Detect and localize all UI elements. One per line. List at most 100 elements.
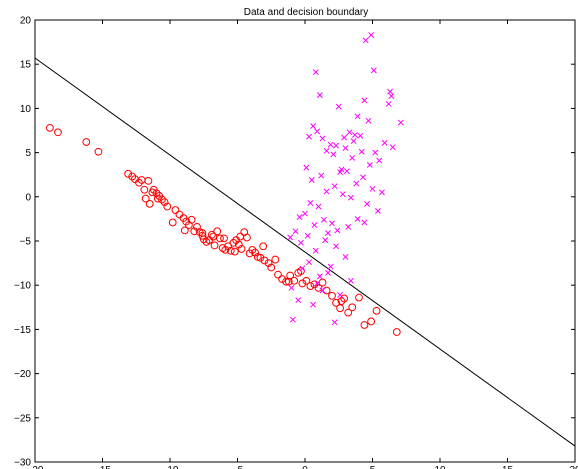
data-point-cross: [365, 117, 372, 124]
y-tick-label: −30: [14, 458, 31, 469]
data-point-circle: [367, 317, 376, 326]
data-point-circle: [45, 123, 54, 132]
data-point-circle: [158, 195, 166, 204]
data-point-circle: [256, 253, 265, 262]
data-point-cross: [302, 210, 308, 217]
data-point-circle: [302, 276, 311, 285]
data-point-cross: [335, 103, 342, 110]
data-point-circle: [264, 259, 273, 268]
data-point-circle: [267, 263, 276, 272]
data-point-circle: [213, 227, 222, 236]
data-point-circle: [82, 138, 91, 146]
data-point-circle: [175, 210, 184, 219]
data-point-circle: [210, 241, 219, 250]
data-point-cross: [397, 119, 404, 126]
data-point-cross: [330, 151, 337, 158]
data-point-circle: [278, 275, 286, 283]
data-point-cross: [308, 177, 315, 183]
data-point-circle: [220, 234, 228, 243]
y-tick-label: −15: [14, 325, 31, 336]
data-point-circle: [344, 308, 353, 317]
data-point-cross: [316, 92, 323, 99]
data-point-cross: [295, 297, 302, 304]
data-point-cross: [370, 67, 377, 74]
data-point-circle: [163, 202, 172, 211]
data-point-circle: [94, 147, 103, 156]
data-point-cross: [319, 135, 326, 142]
data-point-cross: [388, 93, 395, 99]
x-tick-label: −20: [27, 465, 44, 469]
data-point-circle: [236, 232, 245, 241]
data-point-cross: [312, 69, 319, 76]
axis-ticks: −20 −15 −10 −5 0 5 10 15 20 −30 −25 −20 −15 −10 −5 0 5 10…: [14, 16, 578, 469]
data-point-cross: [299, 265, 306, 272]
data-point-circle: [153, 194, 162, 203]
x-tick-label: −15: [94, 465, 111, 469]
data-point-cross: [331, 319, 338, 326]
data-point-circle: [248, 245, 257, 254]
plot-area: [34, 32, 576, 447]
data-point-circle: [160, 198, 169, 207]
y-tick-label: −20: [14, 369, 31, 380]
data-point-cross: [350, 138, 357, 145]
data-point-circle: [198, 229, 207, 237]
data-point-cross: [307, 200, 314, 206]
data-point-cross: [381, 139, 388, 146]
data-point-cross: [320, 216, 327, 223]
data-point-cross: [342, 145, 349, 152]
data-point-circle: [234, 240, 243, 249]
data-point-circle: [348, 303, 357, 312]
data-point-cross: [303, 164, 310, 171]
data-point-cross: [337, 291, 344, 298]
data-point-circle: [306, 282, 315, 290]
data-point-cross: [306, 133, 313, 140]
x-tick-label: 0: [302, 465, 308, 469]
chart-title: Data and decision boundary: [244, 7, 369, 18]
data-point-cross: [304, 232, 311, 239]
data-point-circle: [318, 278, 327, 287]
data-point-cross: [369, 185, 376, 192]
data-point-circle: [207, 230, 216, 239]
data-point-cross: [347, 194, 354, 201]
data-point-cross: [341, 134, 348, 141]
data-point-cross: [337, 169, 344, 176]
data-point-circle: [145, 199, 154, 208]
x-tick-label: 20: [569, 465, 578, 469]
data-point-circle: [229, 238, 238, 247]
data-point-circle: [224, 242, 232, 251]
data-point-circle: [340, 294, 349, 303]
data-point-cross: [333, 243, 340, 250]
y-tick-label: −10: [14, 281, 31, 292]
data-point-circle: [141, 194, 150, 203]
data-point-circle: [260, 256, 269, 265]
data-point-circle: [282, 277, 291, 286]
y-tick-label: −25: [14, 413, 31, 424]
data-point-cross: [334, 227, 341, 234]
y-tick-label: 15: [20, 60, 32, 71]
data-point-cross: [376, 157, 383, 164]
data-point-cross: [319, 287, 326, 294]
data-point-cross: [364, 200, 371, 207]
data-point-cross: [389, 144, 396, 151]
x-tick-label: −5: [232, 465, 244, 469]
data-point-cross: [353, 180, 360, 187]
data-point-cross: [324, 230, 331, 236]
data-point-circle: [187, 215, 196, 224]
data-point-cross: [310, 123, 317, 130]
data-point-circle: [152, 189, 161, 198]
data-point-cross: [347, 277, 354, 284]
data-point-cross: [316, 273, 323, 280]
data-point-circle: [198, 231, 207, 240]
data-point-circle: [274, 270, 282, 279]
y-tick-label: 0: [25, 192, 31, 203]
data-point-cross: [385, 101, 392, 107]
data-point-circle: [124, 169, 133, 178]
y-tick-label: −5: [20, 237, 32, 248]
data-point-cross: [361, 219, 368, 226]
data-point-circle: [298, 279, 307, 288]
data-point-circle: [243, 233, 251, 242]
data-point-circle: [328, 291, 336, 300]
data-point-cross: [306, 259, 313, 266]
data-point-cross: [333, 142, 340, 149]
